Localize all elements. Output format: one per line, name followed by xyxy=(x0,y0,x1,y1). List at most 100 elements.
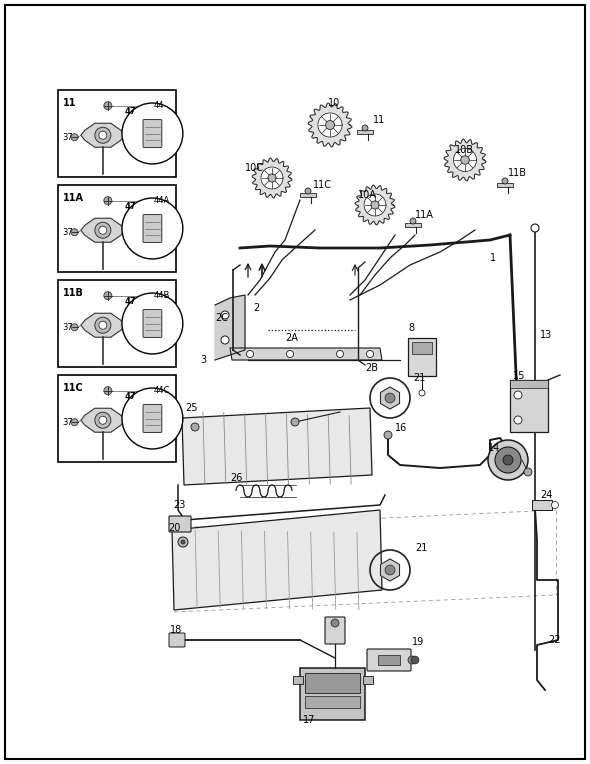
Text: 37: 37 xyxy=(62,228,73,237)
Text: 10: 10 xyxy=(328,98,340,108)
FancyBboxPatch shape xyxy=(143,405,162,432)
Circle shape xyxy=(71,134,78,141)
FancyBboxPatch shape xyxy=(367,649,411,671)
Polygon shape xyxy=(381,387,399,409)
Polygon shape xyxy=(97,408,109,420)
Polygon shape xyxy=(300,193,316,197)
Polygon shape xyxy=(91,118,114,141)
FancyBboxPatch shape xyxy=(143,215,162,242)
Circle shape xyxy=(503,455,513,465)
Text: 21: 21 xyxy=(415,543,427,553)
Circle shape xyxy=(552,501,559,509)
Text: 11C: 11C xyxy=(313,180,332,190)
Text: 11C: 11C xyxy=(63,383,84,393)
Text: 13: 13 xyxy=(540,330,552,340)
Text: 47: 47 xyxy=(125,297,136,306)
Text: 22: 22 xyxy=(548,635,560,645)
Text: 10A: 10A xyxy=(358,190,377,200)
Bar xyxy=(58,90,176,177)
Text: 17: 17 xyxy=(303,715,316,725)
Circle shape xyxy=(99,226,107,235)
Polygon shape xyxy=(81,313,125,337)
Circle shape xyxy=(287,351,293,358)
Bar xyxy=(58,280,176,367)
Polygon shape xyxy=(215,295,245,360)
Circle shape xyxy=(495,447,521,473)
Polygon shape xyxy=(97,218,109,231)
Circle shape xyxy=(95,413,111,429)
Polygon shape xyxy=(100,317,105,322)
Polygon shape xyxy=(91,213,114,235)
Circle shape xyxy=(488,440,528,480)
Circle shape xyxy=(122,388,183,449)
Circle shape xyxy=(410,218,416,224)
Text: 26: 26 xyxy=(230,473,242,483)
Text: 23: 23 xyxy=(173,500,185,510)
FancyBboxPatch shape xyxy=(325,617,345,644)
Circle shape xyxy=(104,102,112,110)
Circle shape xyxy=(502,178,508,184)
Polygon shape xyxy=(364,194,386,216)
Polygon shape xyxy=(172,510,382,610)
Bar xyxy=(300,668,365,720)
Text: 8: 8 xyxy=(408,323,414,333)
Polygon shape xyxy=(497,183,513,187)
Polygon shape xyxy=(97,123,109,135)
Circle shape xyxy=(336,351,343,358)
Polygon shape xyxy=(318,113,342,137)
Polygon shape xyxy=(81,219,125,242)
Text: 24: 24 xyxy=(540,490,552,500)
Text: 11: 11 xyxy=(373,115,385,125)
Text: 44: 44 xyxy=(154,101,165,110)
Polygon shape xyxy=(91,403,114,426)
Text: 19: 19 xyxy=(412,637,424,647)
Text: 16: 16 xyxy=(395,423,407,433)
Polygon shape xyxy=(230,348,382,360)
Bar xyxy=(378,655,400,665)
Circle shape xyxy=(99,131,107,139)
FancyBboxPatch shape xyxy=(169,516,191,532)
Text: 10B: 10B xyxy=(455,145,474,155)
Circle shape xyxy=(514,391,522,399)
Text: 37: 37 xyxy=(62,418,73,427)
Polygon shape xyxy=(355,185,395,225)
Circle shape xyxy=(71,324,78,331)
Text: 47: 47 xyxy=(125,392,136,401)
Polygon shape xyxy=(381,559,399,581)
Polygon shape xyxy=(100,412,105,416)
Polygon shape xyxy=(91,308,114,331)
Text: 11B: 11B xyxy=(508,168,527,178)
Polygon shape xyxy=(357,130,373,134)
Polygon shape xyxy=(268,174,276,182)
Circle shape xyxy=(384,431,392,439)
Circle shape xyxy=(95,317,111,333)
Circle shape xyxy=(524,468,532,476)
Polygon shape xyxy=(252,158,292,198)
Bar xyxy=(58,185,176,272)
Polygon shape xyxy=(100,127,105,131)
Bar xyxy=(408,338,436,376)
Text: 44C: 44C xyxy=(154,386,171,395)
Circle shape xyxy=(95,222,111,238)
Circle shape xyxy=(291,418,299,426)
Circle shape xyxy=(514,416,522,424)
Circle shape xyxy=(531,224,539,232)
Circle shape xyxy=(99,321,107,329)
Polygon shape xyxy=(308,103,352,147)
Text: 11: 11 xyxy=(63,98,77,108)
Circle shape xyxy=(99,416,107,424)
Circle shape xyxy=(247,351,254,358)
Bar xyxy=(58,375,176,462)
Circle shape xyxy=(181,540,185,544)
Polygon shape xyxy=(454,148,477,172)
Polygon shape xyxy=(371,201,379,209)
Text: 25: 25 xyxy=(185,403,198,413)
Polygon shape xyxy=(326,121,335,129)
Circle shape xyxy=(122,198,183,259)
Text: 1: 1 xyxy=(490,253,496,263)
Circle shape xyxy=(362,125,368,131)
Text: 47: 47 xyxy=(125,202,136,211)
Text: 44A: 44A xyxy=(154,196,171,206)
Circle shape xyxy=(104,292,112,299)
Circle shape xyxy=(331,619,339,627)
